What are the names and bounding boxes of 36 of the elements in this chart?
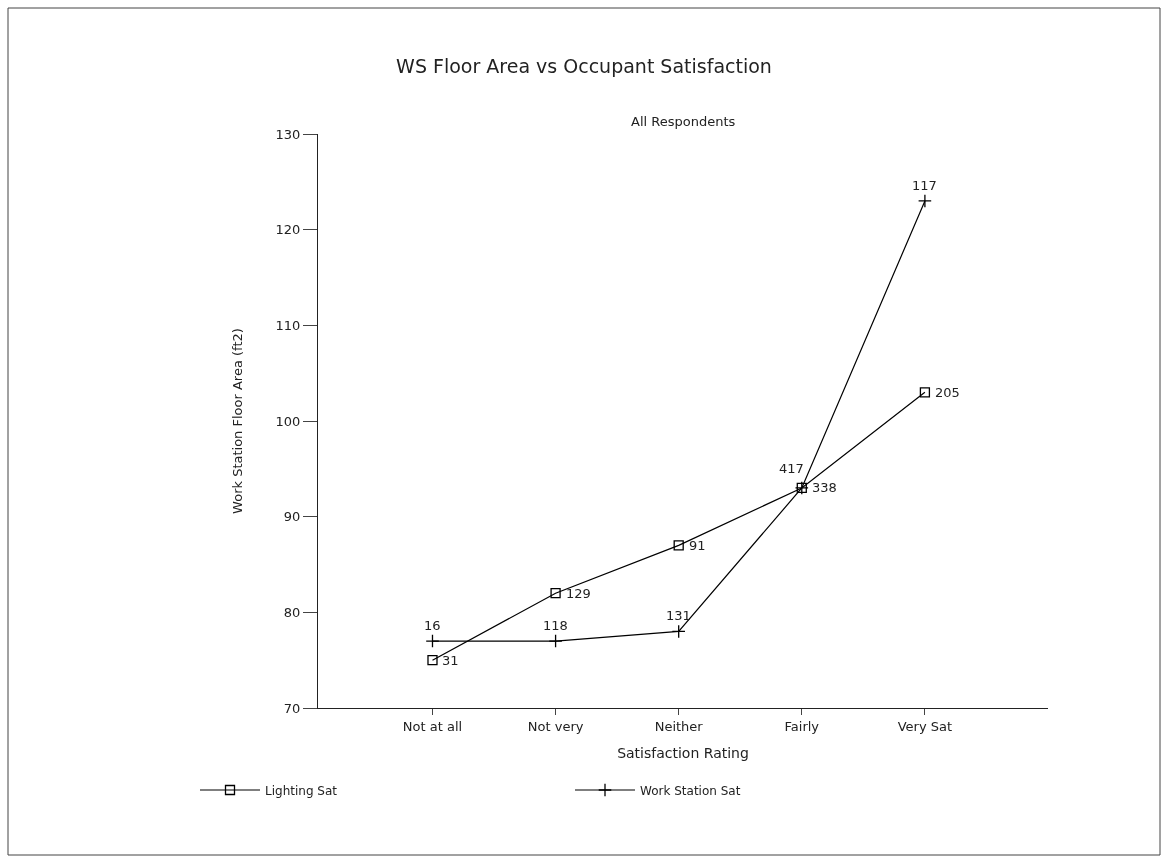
annotation: 338 (812, 480, 837, 495)
y-tick-label: 70 (283, 700, 301, 716)
y-tick-label: 90 (283, 509, 301, 525)
point (550, 588, 561, 599)
point (917, 194, 932, 208)
chart-title: WS Floor Area vs Occupant Satisfaction (396, 55, 772, 78)
y-tick-label: 120 (275, 222, 301, 238)
x-axis-title: Satisfaction Rating (617, 744, 749, 761)
point (548, 634, 563, 648)
point (671, 624, 686, 639)
annotation: 91 (689, 538, 706, 553)
annotation: 118 (543, 618, 568, 633)
annotation: 205 (935, 385, 960, 400)
annotation: 31 (442, 653, 459, 668)
point (425, 634, 440, 648)
chart-subtitle: All Respondents (631, 114, 736, 129)
annotation: 129 (566, 586, 591, 601)
annotation: 417 (779, 461, 804, 476)
point (919, 387, 931, 398)
annotation: 16 (424, 618, 441, 633)
x-tick-label: Neither (654, 718, 704, 734)
point (673, 540, 684, 551)
x-tick-label: Very Sat (897, 718, 953, 734)
y-tick-label: 110 (275, 317, 301, 333)
legend-label: Lighting Sat (265, 783, 338, 798)
annotation: 131 (666, 608, 691, 623)
y-tick-label: 100 (275, 413, 301, 429)
y-axis-title: Work Station Floor Area (ft2) (229, 328, 245, 514)
x-tick-label: Not very (527, 718, 584, 734)
y-tick-label: 80 (283, 604, 301, 620)
annotation: 117 (912, 178, 937, 193)
x-tick-label: Fairly (784, 718, 820, 734)
legend-label: Work Station Sat (640, 783, 741, 798)
y-tick-label: 130 (275, 126, 301, 142)
point (427, 655, 438, 666)
x-tick-label: Not at all (402, 718, 463, 734)
